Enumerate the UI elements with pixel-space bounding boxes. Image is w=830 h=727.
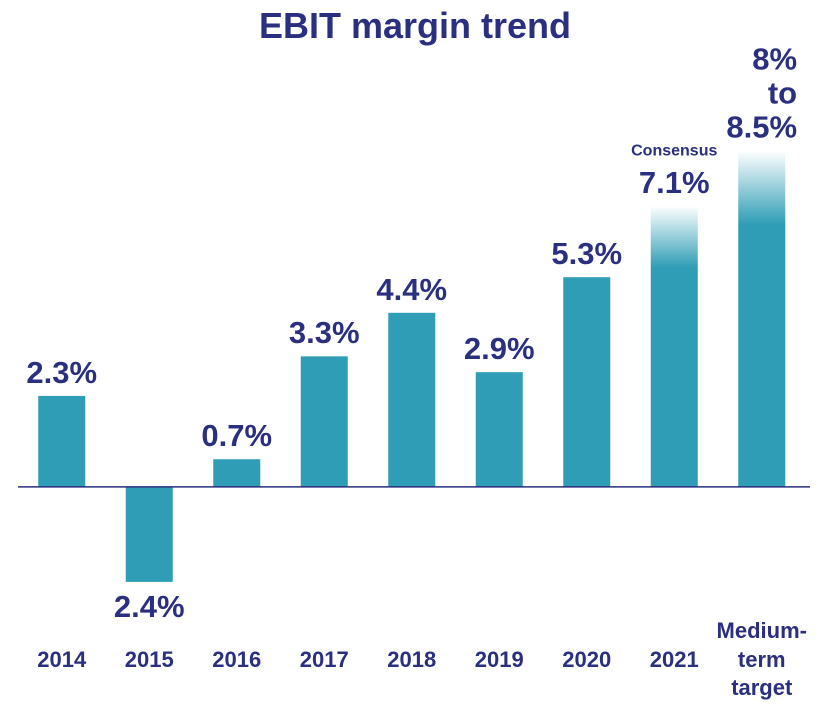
bar bbox=[388, 312, 436, 487]
bar bbox=[563, 277, 611, 487]
x-tick-label: 2017 bbox=[299, 646, 349, 672]
bar bbox=[738, 150, 786, 487]
value-label: 4.4% bbox=[376, 271, 448, 307]
value-label: 2.4% bbox=[113, 588, 185, 624]
bar bbox=[650, 205, 698, 487]
bar bbox=[213, 459, 261, 487]
x-tick-label: 2016 bbox=[212, 646, 262, 672]
bar bbox=[38, 395, 86, 487]
bar bbox=[475, 372, 523, 487]
annotation: Consensus bbox=[631, 142, 718, 160]
value-label: 7.1% bbox=[638, 164, 710, 200]
value-label: 2.3% bbox=[26, 354, 98, 390]
value-label: 5.3% bbox=[551, 236, 623, 272]
value-label: 0.7% bbox=[201, 418, 273, 454]
x-tick-label: 2021 bbox=[649, 646, 699, 672]
value-label: 8% to 8.5% bbox=[726, 41, 798, 145]
value-label: 2.9% bbox=[463, 331, 535, 367]
x-tick-label: Medium-term target bbox=[716, 618, 807, 701]
x-tick-label: 2018 bbox=[387, 646, 437, 672]
value-label: 3.3% bbox=[288, 315, 360, 351]
x-tick-label: 2015 bbox=[124, 646, 174, 672]
bar bbox=[300, 356, 348, 487]
bar bbox=[125, 486, 173, 582]
x-tick-label: 2019 bbox=[474, 646, 524, 672]
chart-title: EBIT margin trend bbox=[258, 5, 572, 46]
x-tick-label: 2020 bbox=[562, 646, 612, 672]
x-tick-label: 2014 bbox=[37, 646, 87, 672]
